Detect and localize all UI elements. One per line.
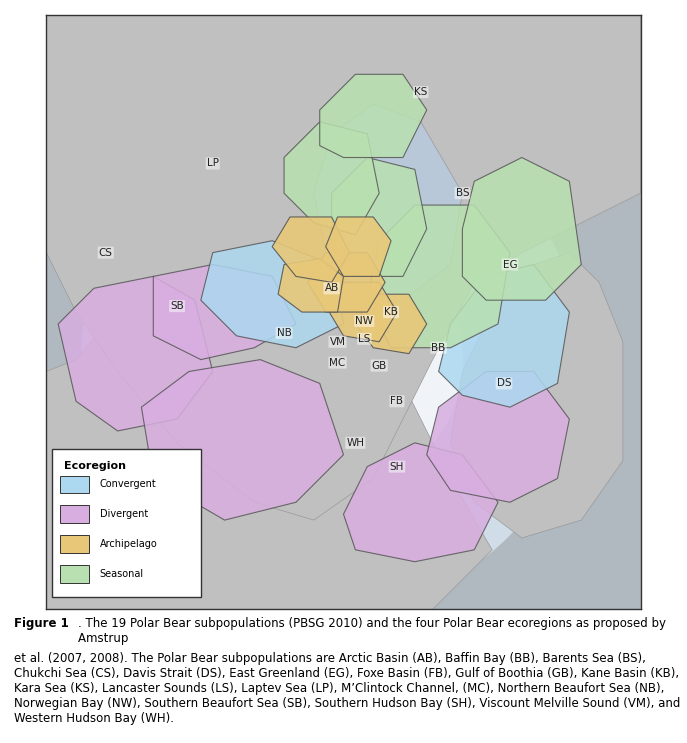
Polygon shape xyxy=(368,205,510,348)
Text: . The 19 Polar Bear subpopulations (PBSG 2010) and the four Polar Bear ecoregion: . The 19 Polar Bear subpopulations (PBSG… xyxy=(78,617,666,645)
Text: NB: NB xyxy=(277,328,291,338)
Text: SB: SB xyxy=(170,301,184,311)
Text: KB: KB xyxy=(384,307,398,317)
Polygon shape xyxy=(326,282,397,342)
Text: EG: EG xyxy=(503,259,517,270)
Text: WH: WH xyxy=(346,438,364,448)
Polygon shape xyxy=(142,360,344,520)
Polygon shape xyxy=(438,265,570,407)
Circle shape xyxy=(201,229,462,490)
Text: LS: LS xyxy=(358,334,370,344)
Text: GB: GB xyxy=(372,360,387,371)
Text: AB: AB xyxy=(324,283,339,293)
Text: MC: MC xyxy=(330,357,346,368)
Polygon shape xyxy=(201,241,344,348)
Polygon shape xyxy=(278,259,344,312)
Polygon shape xyxy=(427,372,570,502)
Polygon shape xyxy=(284,122,379,235)
Text: VM: VM xyxy=(330,337,346,347)
Polygon shape xyxy=(319,74,427,158)
Text: Figure 1: Figure 1 xyxy=(14,617,69,629)
Polygon shape xyxy=(355,294,427,354)
Text: SH: SH xyxy=(390,461,404,472)
Text: FB: FB xyxy=(390,396,403,406)
Polygon shape xyxy=(46,15,641,520)
Polygon shape xyxy=(332,158,427,276)
Text: NW: NW xyxy=(355,316,373,326)
Text: KS: KS xyxy=(414,87,427,97)
Polygon shape xyxy=(58,276,213,431)
Polygon shape xyxy=(46,300,492,609)
Circle shape xyxy=(82,110,581,609)
Polygon shape xyxy=(308,253,385,312)
Polygon shape xyxy=(153,265,296,360)
Text: et al. (2007, 2008). The Polar Bear subpopulations are Arctic Basin (AB), Baffin: et al. (2007, 2008). The Polar Bear subp… xyxy=(14,652,680,725)
Text: LP: LP xyxy=(207,158,218,169)
Polygon shape xyxy=(344,443,498,562)
Text: BB: BB xyxy=(431,343,446,353)
Text: CS: CS xyxy=(99,247,113,258)
Polygon shape xyxy=(451,253,623,538)
Polygon shape xyxy=(462,158,581,300)
Polygon shape xyxy=(326,217,391,276)
Text: BS: BS xyxy=(455,188,469,198)
Polygon shape xyxy=(272,217,350,282)
Polygon shape xyxy=(314,104,462,300)
Text: DS: DS xyxy=(497,378,511,389)
